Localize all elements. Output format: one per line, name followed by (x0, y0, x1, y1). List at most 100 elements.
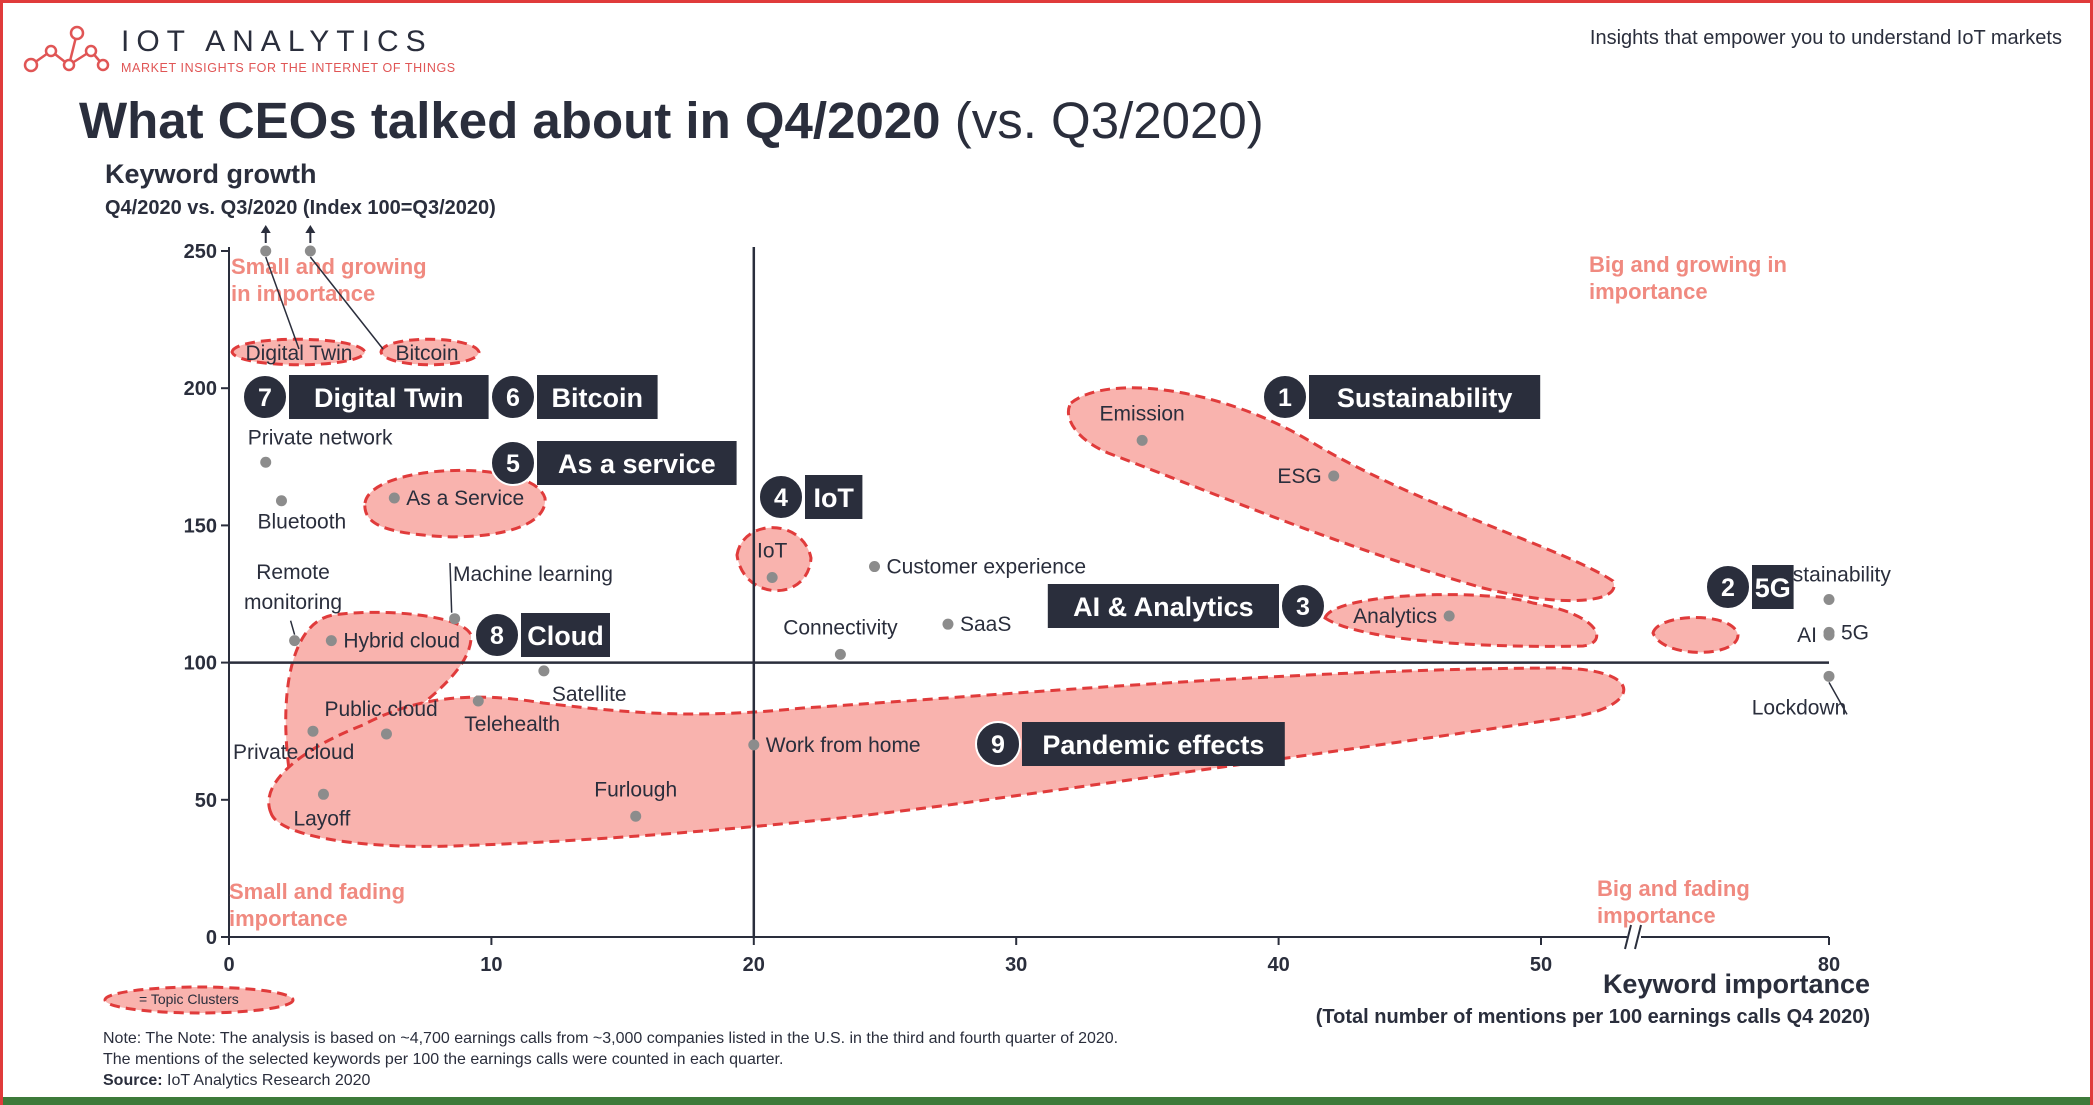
cluster-number-circle (1262, 374, 1308, 420)
cluster-name: Bitcoin (552, 383, 644, 413)
cluster-name-box (537, 375, 658, 419)
point-hybrid-cloud (325, 635, 337, 647)
point-label-esg: ESG (1277, 465, 1321, 488)
point-esg (1328, 470, 1340, 482)
x-tick-label: 0 (223, 954, 234, 976)
cluster-number: 8 (490, 622, 504, 650)
y-tick-label: 100 (184, 653, 217, 675)
point-label-work-from-home: Work from home (766, 734, 921, 757)
cluster-badge-digital-twin: Digital Twin 7 (242, 374, 489, 420)
point-analytics (1443, 610, 1455, 622)
point-label-remote-monitoring: Remote monitoring (244, 561, 342, 614)
x-tick-label: 40 (1267, 954, 1289, 976)
cluster-number: 2 (1721, 574, 1735, 602)
point-label-private-network: Private network (248, 426, 393, 449)
point-customer-experience (869, 561, 881, 573)
point-label-saas: SaaS (960, 613, 1011, 636)
point-connectivity (834, 648, 846, 660)
x-axis-title: Keyword importance (1602, 969, 1870, 999)
cluster-name: Digital Twin (314, 383, 464, 413)
cluster-name: AI & Analytics (1073, 592, 1254, 622)
point-telehealth (472, 695, 484, 707)
cluster-number-circle (242, 374, 288, 420)
cluster-name-box (1752, 565, 1794, 609)
point-satellite (538, 665, 550, 677)
axis-break-mark (1624, 924, 1632, 950)
cluster-name: IoT (813, 483, 854, 513)
footnote: Note: The Note: The analysis is based on… (103, 1028, 1118, 1091)
cluster-number-circle (1280, 583, 1326, 629)
point-label-bitcoin: Bitcoin (395, 342, 458, 365)
x-tick-label: 30 (1005, 954, 1027, 976)
chart-title-main: What CEOs talked about in Q4/2020 (79, 92, 941, 149)
y-tick-label: 200 (184, 378, 217, 400)
point-label-layoff: Layoff (293, 807, 350, 830)
note-line-2: The mentions of the selected keywords pe… (103, 1051, 784, 1068)
x-tick-label: 80 (1818, 954, 1840, 976)
legend-label: = Topic Clusters (139, 991, 239, 1007)
cluster-badges: Sustainability 1 5G 2 AI & Analytics 3 IoT 4 As … (242, 374, 1794, 767)
x-tick-label: 10 (480, 954, 502, 976)
leader-line (449, 562, 453, 613)
point-label-connectivity: Connectivity (783, 616, 898, 639)
quadrant-label-top-right: Big and growing in importance (1589, 252, 1787, 304)
point-work-from-home (748, 739, 760, 751)
leader-line (265, 256, 300, 350)
point-bitcoin (304, 245, 316, 257)
topic-cluster-shapes (230, 337, 1740, 848)
cluster-name-box (1022, 722, 1285, 766)
cluster-number-circle (1705, 564, 1751, 610)
cluster-shape-pandemic-effects (267, 666, 1626, 848)
cluster-name-box (537, 441, 737, 485)
point-remote-monitoring (289, 635, 301, 647)
point-layoff (317, 788, 329, 800)
scatter-chart: 0 50 100 150 200 250 0 10 20 30 40 50 80 Small and g… (184, 225, 1891, 976)
quadrant-labels: Small and growing in importance Big and gr… (229, 252, 1787, 931)
leader-line (309, 256, 384, 350)
point-public-cloud (380, 728, 392, 740)
y-tick-label: 0 (206, 927, 217, 949)
note-line-1: Note: The Note: The analysis is based on… (103, 1030, 1119, 1047)
point-label-satellite: Satellite (552, 683, 627, 706)
network-nodes-icon (23, 25, 110, 73)
point-label-hybrid-cloud: Hybrid cloud (343, 630, 460, 653)
point-label-furlough: Furlough (594, 778, 677, 801)
cluster-number-circle (490, 440, 536, 486)
cluster-badge-ai-and-analytics: AI & Analytics 3 (1047, 583, 1326, 629)
cluster-shape-digital-twin (230, 337, 367, 367)
cluster-number-circle (758, 474, 804, 520)
point-iot (766, 572, 778, 584)
point-label-telehealth: Telehealth (464, 713, 560, 736)
cluster-number-circle (975, 721, 1021, 767)
cluster-name: Sustainability (1337, 383, 1513, 413)
bottom-bar (3, 1097, 2090, 1105)
point-label-emission: Emission (1100, 402, 1185, 425)
cluster-badge-bitcoin: Bitcoin 6 (490, 374, 658, 420)
cluster-number: 7 (258, 384, 272, 412)
off-scale-arrowhead (305, 225, 316, 233)
legend-cluster-swatch (103, 985, 295, 1015)
chart-title-suffix: (vs. Q3/2020) (954, 92, 1264, 149)
point-label-analytics: Analytics (1353, 605, 1437, 628)
y-axis-title: Keyword growth (105, 159, 317, 189)
point-label-customer-experience: Customer experience (887, 556, 1087, 579)
cluster-name-box (521, 613, 610, 657)
source-text: IoT Analytics Research 2020 (167, 1072, 371, 1089)
point-label-5g: 5G (1841, 621, 1869, 644)
source-line: Source: IoT Analytics Research 2020 (103, 1070, 1118, 1091)
x-axis-subtitle: (Total number of mentions per 100 earnin… (1315, 1006, 1870, 1028)
point-saas (942, 618, 954, 630)
cluster-name: As a service (558, 449, 716, 479)
data-points: Digital Twin Bitcoin Private network Blueto… (233, 225, 1891, 830)
point-label-public-cloud: Public cloud (324, 698, 437, 721)
axis-break-mark (1634, 924, 1642, 950)
point-lockdown (1823, 670, 1835, 682)
leader-line (289, 620, 296, 635)
point-sustainability (1823, 593, 1835, 605)
point-5g (1823, 626, 1835, 638)
point-label-iot: IoT (757, 540, 788, 563)
point-label-ai: AI (1797, 624, 1817, 647)
point-label-digital-twin: Digital Twin (246, 342, 353, 365)
off-scale-arrowhead (260, 225, 271, 233)
